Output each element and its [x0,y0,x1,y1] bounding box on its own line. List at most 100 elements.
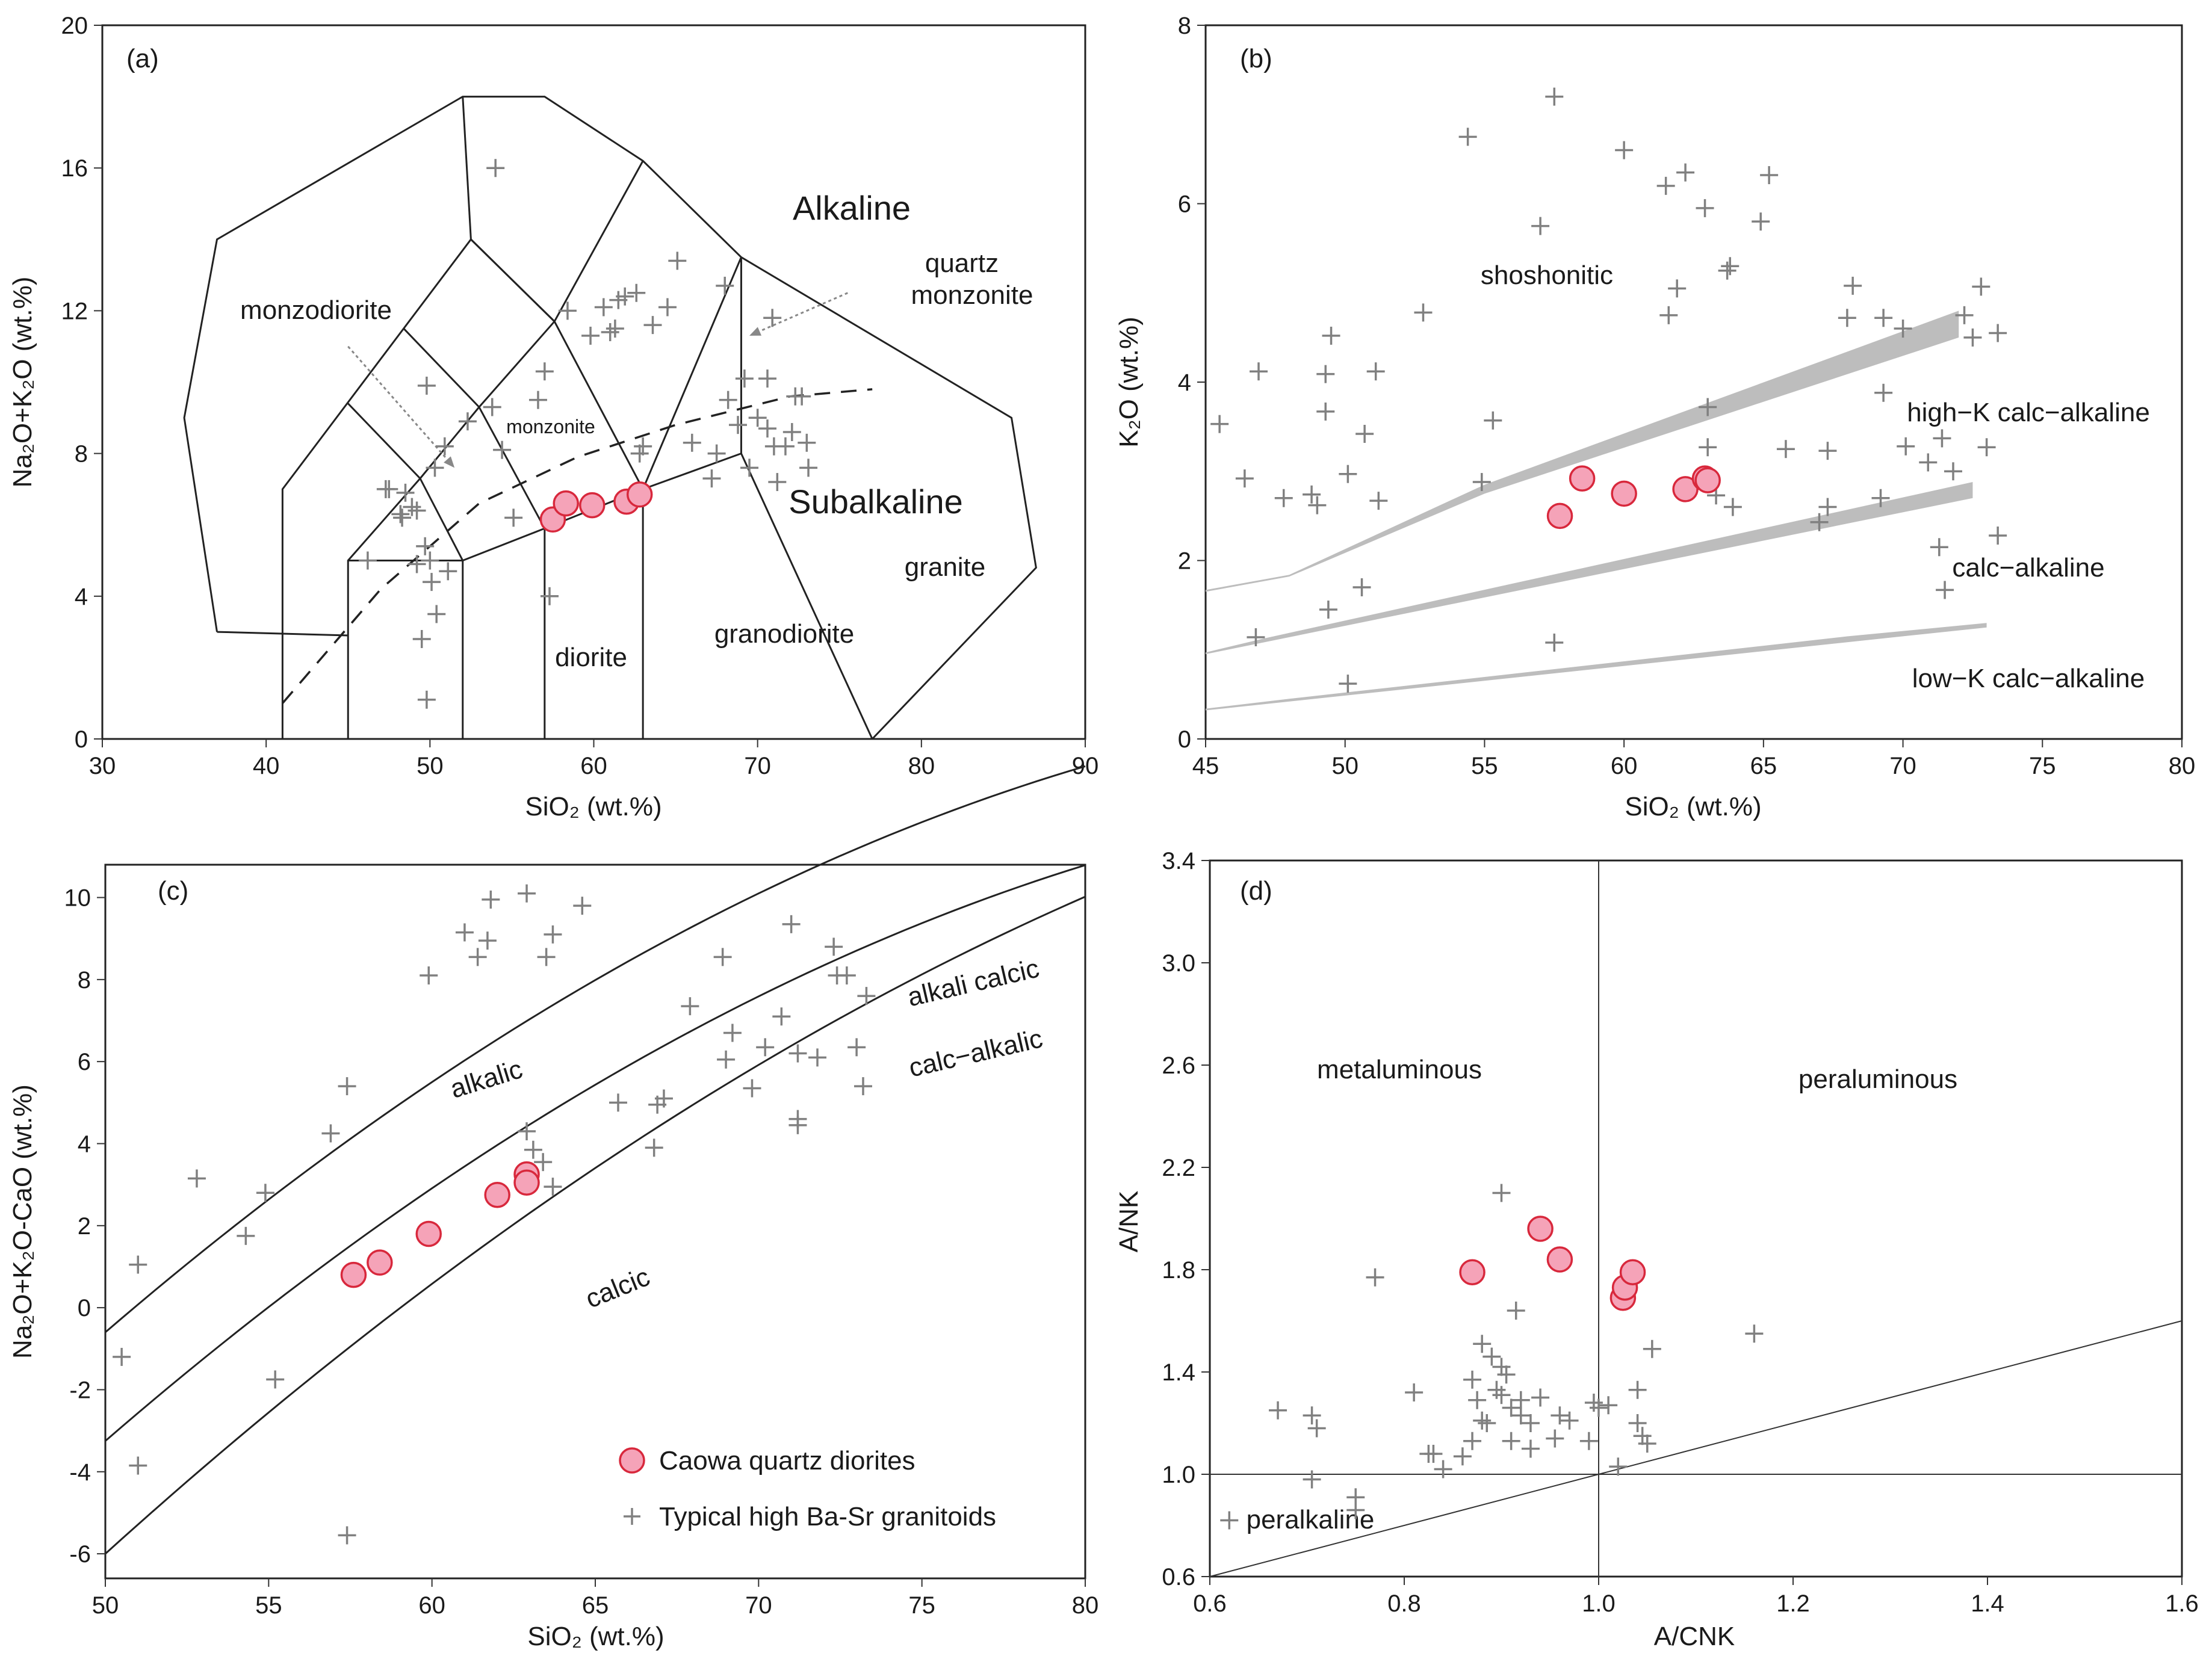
typical-point [187,1169,206,1188]
typical-point [713,948,732,966]
typical-point [426,459,444,477]
y-tick-label: 2.2 [1162,1155,1195,1181]
typical-point [1352,578,1371,596]
typical-point [740,459,759,477]
typical-point [407,501,426,520]
quartz-monzonite-arrow [749,292,848,337]
typical-point [782,915,801,933]
sample-point [1569,465,1596,492]
y-tick-label: -2 [69,1377,91,1403]
typical-point [683,433,701,452]
typical-point [1656,176,1675,195]
typical-point [1235,469,1254,488]
typical-point [854,1077,872,1096]
typical-point [743,1079,761,1098]
typical-point [1424,1445,1443,1463]
tas-top-divider [462,96,472,239]
typical-point [1628,1380,1647,1399]
label-calc-alkaline: calc−alkaline [1952,553,2104,582]
typical-point [534,1153,553,1172]
x-tick-label: 60 [418,1592,445,1619]
typical-point [798,433,816,452]
typical-point [1463,1432,1482,1450]
y-tick-label: 1.0 [1162,1462,1195,1488]
typical-point [412,629,431,648]
typical-point [420,966,438,985]
panel-b: (b) shoshonitic high−K calc−alkaline cal… [1114,13,2195,821]
panel-c-label: (c) [158,876,188,906]
sample-point [1527,1216,1554,1242]
series-boundary-bands [1206,311,1987,711]
panel-d-label: (d) [1240,876,1272,906]
tas-qmonzonite-boundary [470,238,644,490]
typical-point [1531,217,1550,235]
typical-point [837,966,856,985]
y-tick-label: 8 [75,441,88,468]
x-tick-label: 55 [1471,753,1498,779]
typical-point [427,605,446,623]
panel-b-axes: 45 50 55 60 65 70 75 80 0 2 4 6 8 [1178,13,2196,779]
shoshonitic-high-k-band [1206,311,1959,592]
sample-point [340,1261,367,1288]
typical-point [758,419,776,438]
y-tick-label: 8 [1178,13,1191,39]
y-tick-label: 6 [1178,191,1191,218]
sample-point [1546,1246,1573,1273]
typical-point [857,987,876,1006]
typical-point [1250,362,1268,381]
typical-point [756,1038,775,1057]
alumina-boundary-lines [1209,860,2183,1577]
typical-point [537,948,556,966]
typical-point [1933,429,1951,448]
y-tick-label: 1.8 [1162,1257,1195,1284]
y-tick-label: 0 [1178,726,1191,753]
x-tick-label: 60 [580,753,607,779]
y-tick-label: 0 [78,1295,91,1321]
typical-point [1668,279,1687,298]
typical-point [1492,1184,1511,1202]
typical-point [544,925,562,944]
typical-point [1405,1383,1424,1401]
typical-point [1492,1358,1511,1376]
x-tick-label: 75 [2029,753,2056,779]
typical-point [468,948,487,966]
typical-point [416,537,435,555]
typical-point [1220,1511,1239,1530]
sample-point [1619,1259,1646,1285]
sample-point [553,490,579,517]
typical-point [717,1050,736,1069]
typical-point [1458,128,1477,146]
typical-point [338,1077,356,1096]
typical-point [417,376,436,395]
legend-typical-marker [624,1508,640,1525]
tas-qmonz-right [642,256,742,490]
typical-point [609,1093,627,1112]
typical-point [1468,1391,1487,1409]
typical-point [504,508,523,527]
typical-point [1628,1414,1647,1432]
x-tick-label: 1.4 [1971,1590,2004,1617]
sample-point [579,492,606,519]
label-subalkaline: Subalkaline [788,483,963,521]
x-tick-label: 75 [908,1592,935,1619]
label-diorite: diorite [555,643,627,672]
y-tick-label: 3.4 [1162,848,1195,874]
x-tick-label: 80 [908,753,935,779]
x-tick-label: 40 [253,753,280,779]
typical-point [1472,473,1491,492]
typical-point [1599,1396,1618,1415]
y-tick-label: 4 [75,584,88,610]
typical-point [1507,1302,1525,1320]
typical-point [1497,1365,1516,1384]
monzodiorite-arrow-head [444,456,455,468]
typical-point [478,932,497,950]
label-peraluminous: peraluminous [1798,1064,1957,1094]
typical-point [1502,1398,1520,1417]
typical-point [1818,442,1837,460]
typical-point [1319,601,1337,619]
label-alkali-calcic: alkali calcic [905,954,1042,1013]
typical-point [643,316,662,335]
typical-point [1369,492,1388,510]
typical-point [658,298,677,317]
typical-point [1434,1460,1452,1478]
